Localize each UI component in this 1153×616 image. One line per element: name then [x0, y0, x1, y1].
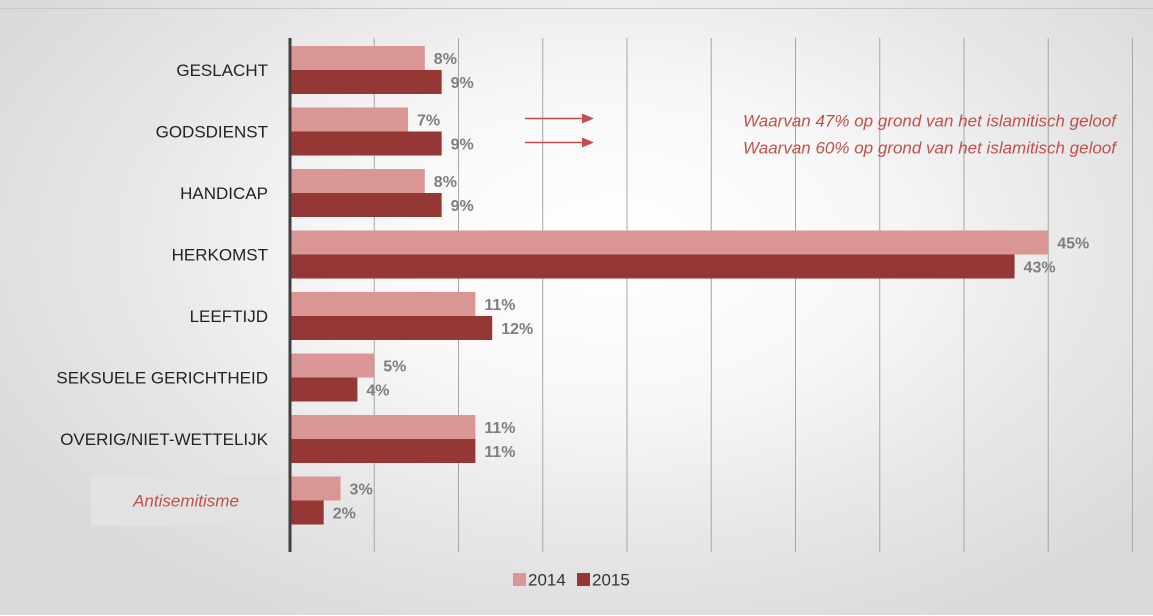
legend-swatch-2014	[513, 573, 526, 586]
data-label-2014: 8%	[434, 174, 457, 191]
annotation-text: Waarvan 60% op grond van het islamitisch…	[743, 139, 1118, 158]
data-labels: 8% 9% 7% 9% 8% 9% 45%43% 11% 12% 5% 4% 11% 11% 3% 2%	[333, 51, 1090, 523]
bar-2014	[290, 107, 408, 132]
category-label: GESLACHT	[176, 61, 268, 80]
bar-2014	[290, 46, 425, 70]
data-label-2015: 9%	[451, 75, 474, 92]
data-label-2014: 8%	[434, 51, 457, 68]
bar-2015	[290, 254, 1015, 279]
data-label-2014: 3%	[350, 482, 373, 499]
data-label-2015: 11%	[484, 444, 515, 461]
category-label: OVERIG/NIET-WETTELIJK	[60, 430, 268, 449]
data-label-2014: 5%	[383, 359, 406, 376]
bar-2014	[290, 415, 476, 439]
data-label-2014: 11%	[484, 420, 515, 437]
bar-2015	[290, 316, 493, 340]
data-label-2015: 2%	[333, 506, 356, 523]
category-label-antisemitisme: Antisemitisme	[132, 492, 239, 511]
legend: 2014 2015	[513, 571, 630, 590]
bar-2014	[290, 476, 341, 501]
annotation-arrow-head	[582, 113, 594, 124]
category-label: SEKSUELE GERICHTHEID	[56, 369, 268, 388]
highlight-category-box	[91, 475, 281, 526]
category-labels: GESLACHT GODSDIENST HANDICAP HERKOMST LEEFTI…	[56, 61, 281, 526]
bar-2015	[290, 377, 358, 402]
bar-2014	[290, 230, 1049, 255]
data-label-2014: 11%	[484, 297, 515, 314]
bar-2015	[290, 70, 442, 94]
bars	[290, 46, 1049, 525]
bar-2014	[290, 353, 375, 378]
data-label-2015: 9%	[451, 137, 474, 154]
bar-2015	[290, 131, 442, 156]
gridlines	[373, 38, 1133, 552]
annotation-arrow-head	[582, 137, 594, 148]
bar-2015	[290, 500, 324, 525]
legend-swatch-2015	[577, 573, 590, 586]
category-label: GODSDIENST	[156, 123, 268, 142]
category-label: LEEFTIJD	[190, 307, 268, 326]
data-label-2015: 43%	[1024, 260, 1056, 277]
annotation-text: Waarvan 47% op grond van het islamitisch…	[743, 112, 1118, 131]
legend-label-2014: 2014	[528, 571, 566, 590]
data-label-2015: 12%	[501, 321, 533, 338]
annotations: Waarvan 47% op grond van het islamitisch…	[525, 112, 1118, 158]
category-label: HANDICAP	[180, 184, 268, 203]
bar-2015	[290, 439, 476, 463]
data-label-2015: 4%	[366, 383, 389, 400]
chart-frame: GESLACHT GODSDIENST HANDICAP HERKOMST LEEFTI…	[0, 8, 1153, 616]
bar-2014	[290, 169, 425, 193]
category-label: HERKOMST	[172, 246, 268, 265]
legend-label-2015: 2015	[592, 571, 630, 590]
bar-chart: GESLACHT GODSDIENST HANDICAP HERKOMST LEEFTI…	[56, 38, 1133, 590]
bar-2015	[290, 193, 442, 217]
data-label-2015: 9%	[451, 198, 474, 215]
data-label-2014: 45%	[1057, 236, 1089, 253]
data-label-2014: 7%	[417, 113, 440, 130]
bar-2014	[290, 292, 476, 316]
